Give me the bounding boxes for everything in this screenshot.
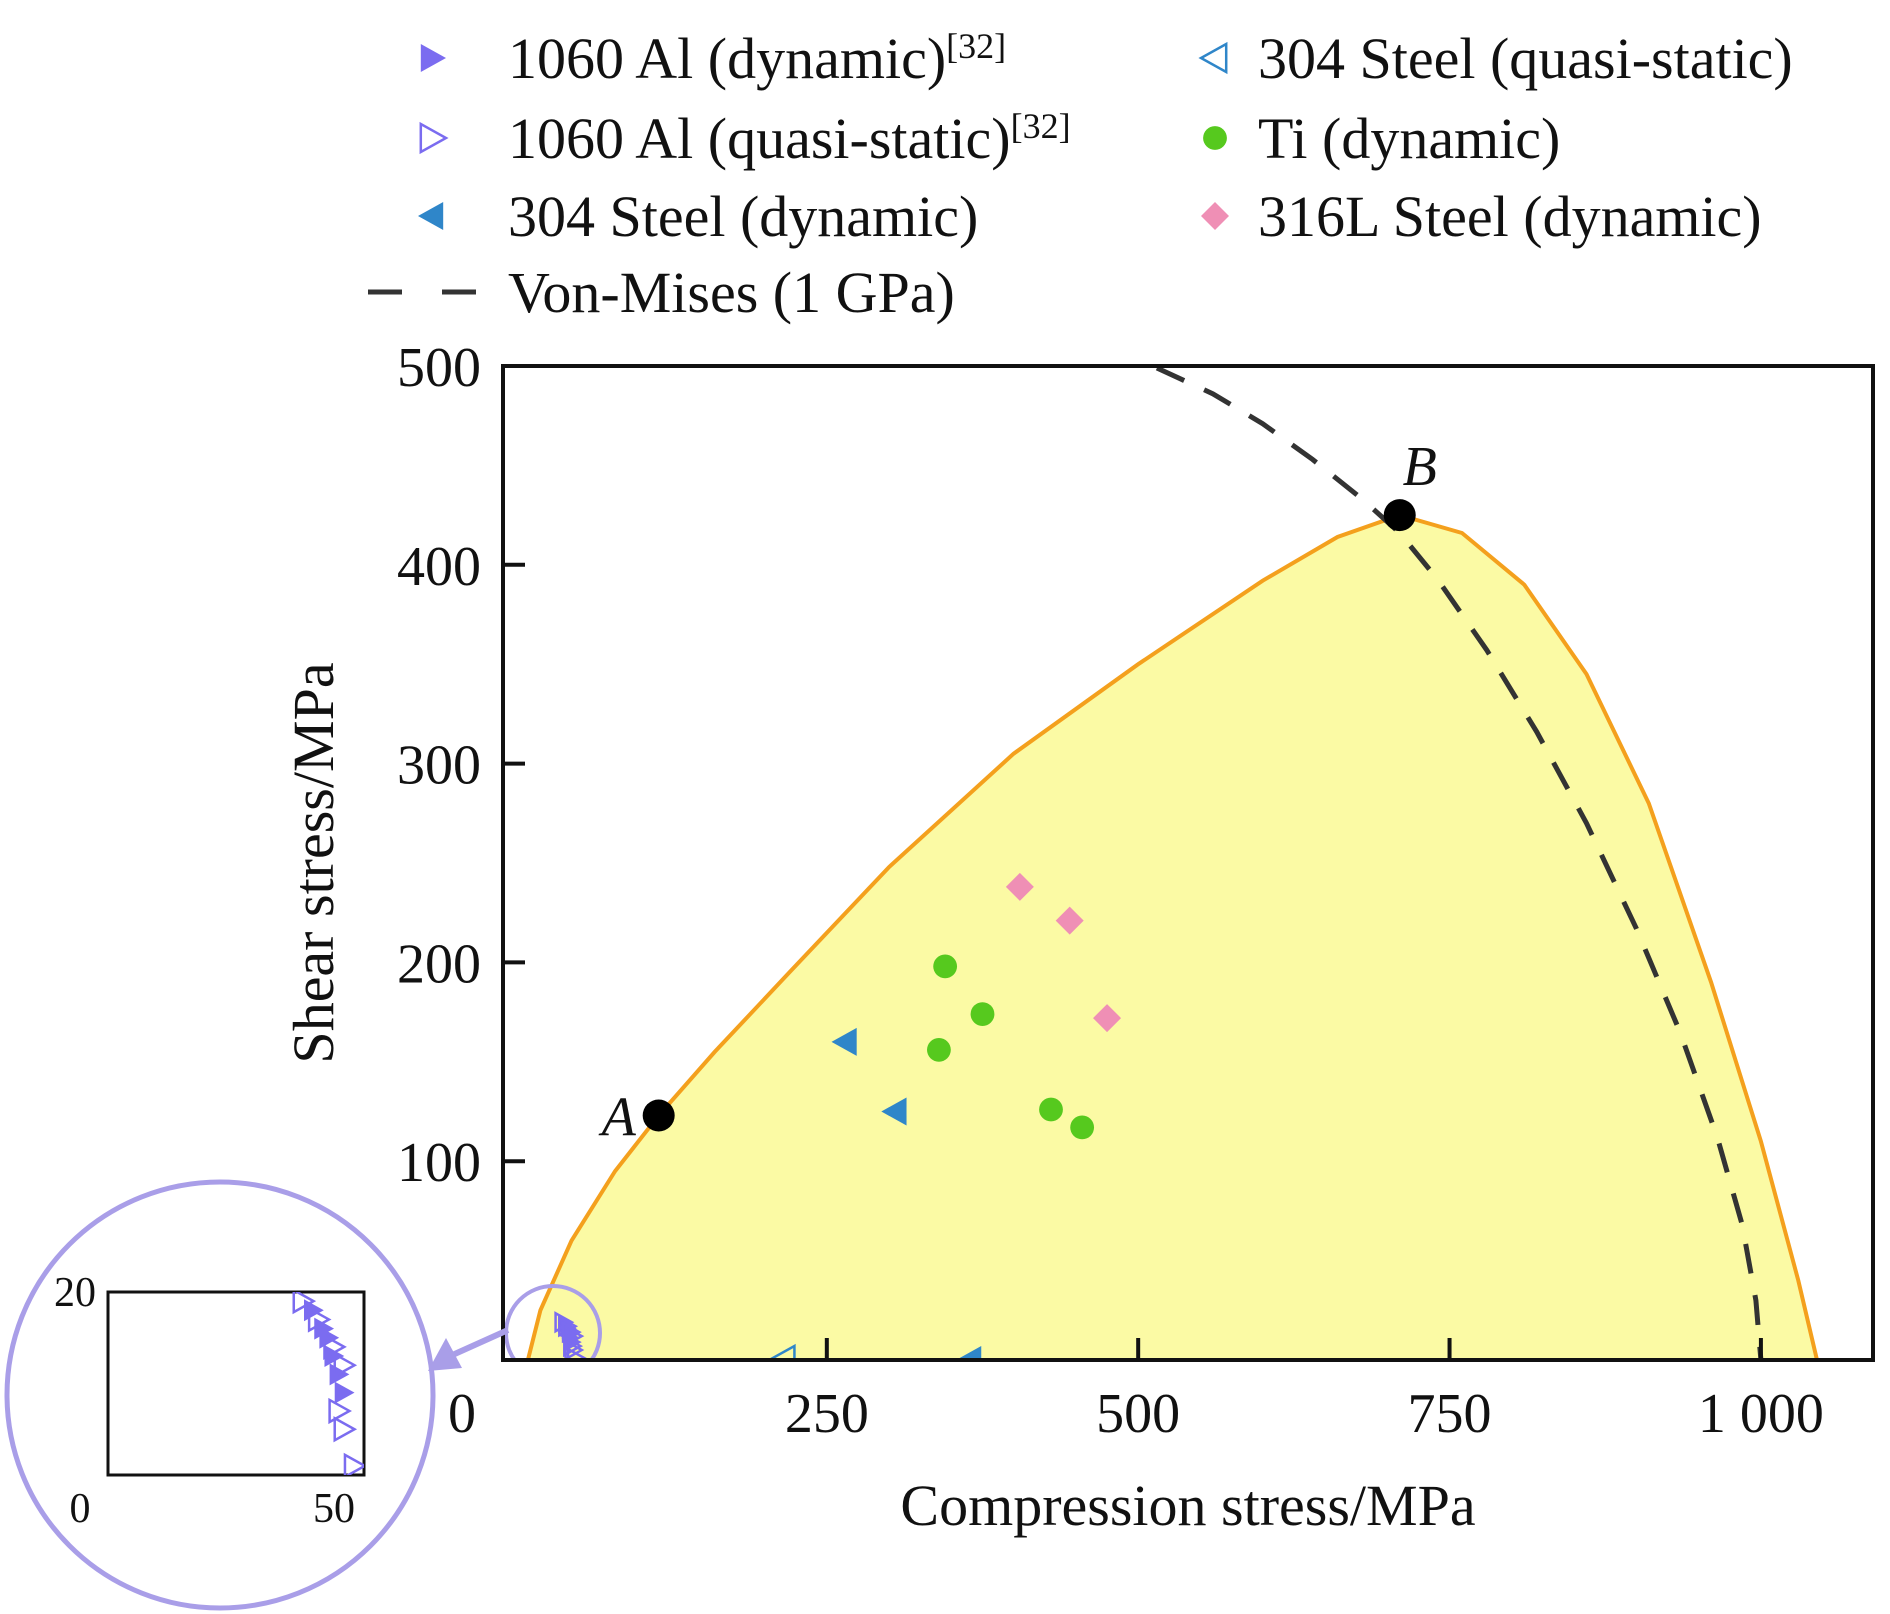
point-a-dot [642, 1099, 675, 1132]
data-point-diamond-filled [1055, 906, 1084, 935]
plot-area: AB [504, 366, 1819, 1360]
inset-pointer-line [446, 1327, 510, 1360]
inset: 20 0 50 [4, 1179, 510, 1611]
legend-label: 316L Steel (dynamic) [1258, 184, 1762, 249]
inset-point-triangle-right-open [323, 1333, 347, 1361]
data-point-diamond-filled [1093, 1004, 1122, 1033]
inset-y-tick-label: 20 [54, 1270, 96, 1316]
inset-x-tick-label: 0 [70, 1486, 91, 1532]
failure-envelope-curve [525, 513, 1819, 1360]
x-tick-label: 1 000 [1698, 1383, 1824, 1445]
x-tick-label: 0 [448, 1383, 476, 1445]
data-point-triangle-left-filled [831, 1027, 857, 1056]
point-a-label: A [598, 1086, 637, 1148]
legend-label: 1060 Al (dynamic)[32] [508, 26, 1006, 91]
data-point-circle-filled [1070, 1115, 1095, 1140]
legend-label: 1060 Al (quasi-static)[32] [508, 106, 1071, 171]
data-point-circle-filled [933, 954, 958, 979]
x-tick-label: 750 [1408, 1383, 1492, 1445]
inset-point-triangle-right-open [333, 1416, 358, 1443]
x-tick-label: 250 [785, 1383, 869, 1445]
axes: 0 250 500 750 1 000 100 200 300 400 500 Compressio… [281, 337, 1875, 1538]
data-point-triangle-right-open [558, 1315, 579, 1338]
failure-envelope-fill [527, 515, 1817, 1360]
y-axis-label: Shear stress/MPa [281, 662, 346, 1063]
inset-x-tick-label: 50 [313, 1486, 355, 1532]
inset-point-triangle-right-filled [314, 1317, 335, 1340]
y-tick-label: 500 [397, 337, 481, 399]
y-tick-label: 400 [397, 536, 481, 598]
legend-marker-triangle-left-filled [418, 202, 444, 230]
data-point-circle-filled [1039, 1097, 1063, 1122]
legend-citation: [32] [1011, 106, 1071, 146]
data-point-triangle-right-open [564, 1338, 585, 1360]
inset-point-triangle-right-filled [334, 1381, 355, 1404]
point-b-dot [1383, 499, 1416, 532]
inset-point-triangle-right-open [343, 1452, 364, 1475]
legend-label: 304 Steel (quasi-static) [1258, 26, 1793, 91]
legend-label: Von-Mises (1 GPa) [508, 260, 955, 325]
inset-point-triangle-right-open [307, 1306, 332, 1333]
plot-frame [501, 364, 1875, 1362]
legend-citation: [32] [946, 26, 1006, 66]
point-b-label: B [1403, 436, 1437, 498]
data-point-diamond-filled [1005, 872, 1034, 901]
y-tick-label: 300 [397, 735, 481, 797]
inset-point-triangle-right-open [292, 1292, 317, 1315]
data-point-triangle-right-open [561, 1321, 582, 1344]
x-axis-label: Compression stress/MPa [900, 1473, 1475, 1538]
data-point-triangle-right-open [564, 1325, 585, 1348]
legend-marker-triangle-right-filled [420, 44, 446, 72]
plot-inner [504, 366, 1819, 1360]
inset-point-triangle-right-open [333, 1352, 358, 1379]
inset-frame [106, 1290, 366, 1477]
legend-marker-diamond-filled [1201, 202, 1229, 230]
data-point-triangle-left-open [766, 1343, 796, 1360]
y-tick-label: 100 [397, 1132, 481, 1194]
inset-point-triangle-right-open [328, 1397, 352, 1425]
x-tick-label: 500 [1096, 1383, 1180, 1445]
data-point-circle-filled [970, 1002, 995, 1026]
legend: 1060 Al (dynamic)[32] 304 Steel (quasi-st… [368, 26, 1793, 325]
legend-marker-triangle-left-open [1198, 41, 1228, 75]
data-point-circle-filled [927, 1037, 951, 1062]
data-point-triangle-left-filled [881, 1097, 907, 1126]
y-tick-label: 200 [397, 933, 481, 995]
data-point-triangle-left-filled [956, 1346, 982, 1360]
legend-label: Ti (dynamic) [1258, 106, 1560, 171]
legend-label: 304 Steel (dynamic) [508, 184, 978, 249]
legend-marker-circle-filled [1203, 126, 1227, 150]
von-mises-curve [1155, 366, 1764, 1360]
inset-magnifier-circle [4, 1179, 436, 1611]
inset-pointer-arrowhead [428, 1338, 462, 1371]
inset-inner [292, 1292, 364, 1475]
legend-marker-triangle-right-open [419, 121, 449, 155]
